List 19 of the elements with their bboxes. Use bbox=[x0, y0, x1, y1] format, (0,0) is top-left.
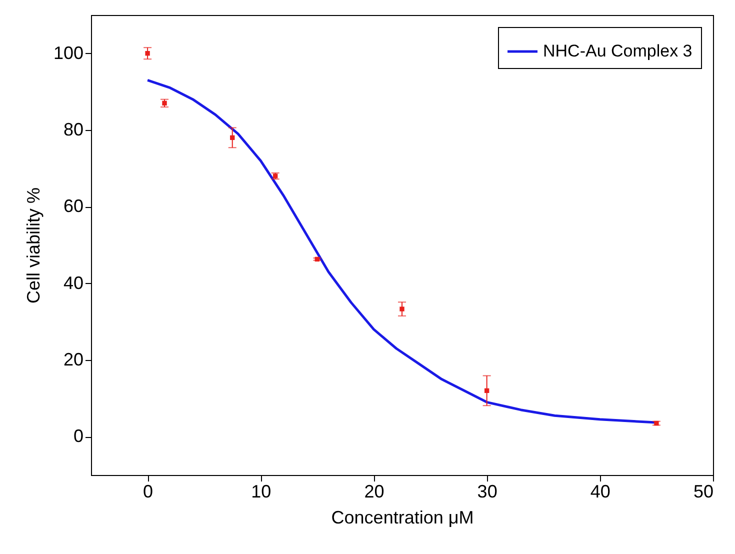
x-tick-label: 30 bbox=[477, 482, 498, 502]
x-tick-label: 20 bbox=[364, 482, 384, 502]
y-tick-label: 80 bbox=[63, 120, 84, 140]
y-tick-label: 20 bbox=[63, 350, 84, 370]
point bbox=[145, 50, 150, 56]
point bbox=[400, 306, 404, 312]
y-tick-label: 60 bbox=[63, 196, 84, 216]
x-tick-label: 0 bbox=[143, 482, 154, 502]
x-tick-label: 50 bbox=[693, 482, 714, 502]
point bbox=[230, 135, 235, 140]
legend-label: NHC-Au Complex 3 bbox=[543, 42, 692, 60]
y-tick-label: 0 bbox=[73, 426, 84, 446]
x-axis-title: Concentration μM bbox=[331, 508, 474, 528]
point bbox=[484, 388, 490, 394]
y-tick-label: 40 bbox=[63, 272, 84, 293]
y-axis-title: Cell viability % bbox=[23, 187, 44, 304]
y-tick-label: 100 bbox=[53, 42, 84, 63]
x-tick-label: 10 bbox=[251, 482, 272, 502]
x-tick-label: 40 bbox=[590, 482, 610, 502]
